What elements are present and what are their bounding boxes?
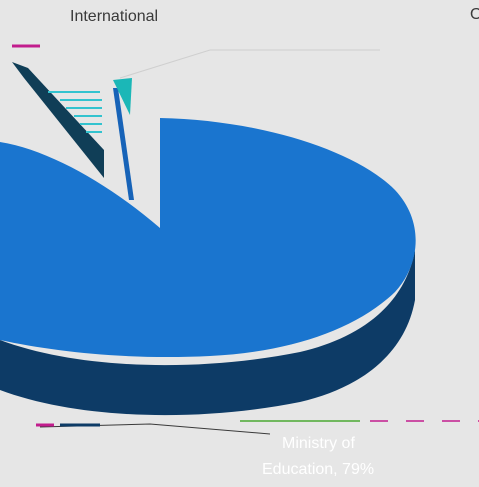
label-ministry-line1: Ministry of (282, 435, 355, 452)
main-slice-side (0, 250, 415, 416)
leader-line-top (119, 49, 380, 79)
teal-slice (113, 78, 132, 115)
label-top-right: O (470, 6, 479, 23)
label-ministry-line2: Education, 79% (262, 461, 374, 478)
blue-sliver-slice (113, 88, 134, 200)
label-international: International (70, 8, 158, 25)
international-slice (12, 62, 104, 178)
main-slice-top (0, 118, 416, 358)
small-slices-group (48, 91, 102, 133)
